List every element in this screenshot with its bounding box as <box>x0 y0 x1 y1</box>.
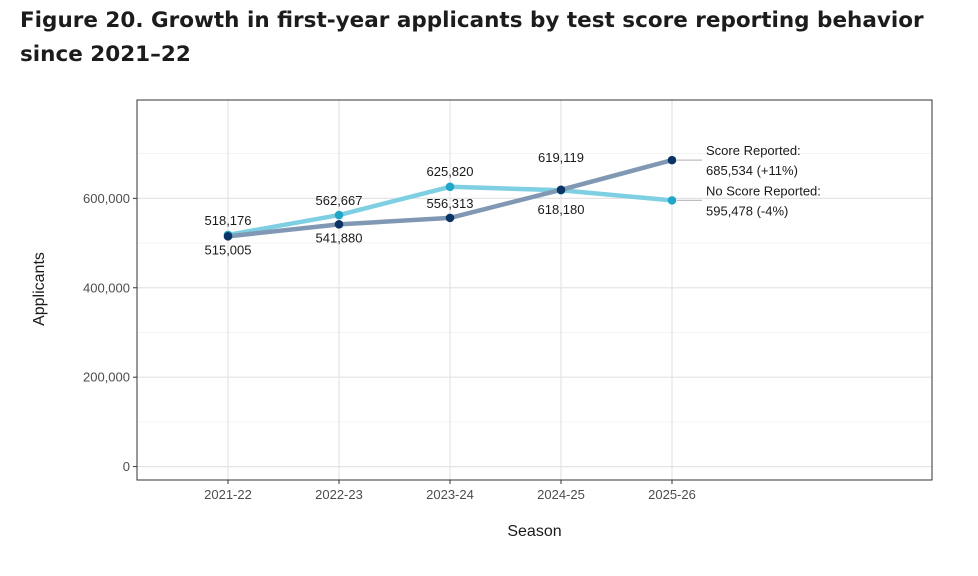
minor-gridlines <box>137 153 932 423</box>
data-label-score-reported: 541,880 <box>316 230 363 245</box>
data-point-score-reported <box>556 185 566 195</box>
end-label-value-no-score-reported: 595,478 (-4%) <box>706 203 788 218</box>
data-point-no-score-reported <box>334 210 344 220</box>
x-tick-label: 2024-25 <box>537 487 585 502</box>
data-label-no-score-reported: 518,176 <box>205 213 252 228</box>
data-point-no-score-reported <box>667 196 677 205</box>
data-point-score-reported <box>334 220 344 229</box>
end-labels: No Score Reported: 595,478 (-4%) Score Rep… <box>677 143 821 218</box>
data-label-no-score-reported: 618,180 <box>538 202 585 217</box>
x-axis: 2021-22 2022-23 2023-24 2024-25 2025-26 <box>204 480 696 502</box>
x-tick-label: 2023-24 <box>426 487 474 502</box>
plot-panel-border <box>136 99 933 481</box>
end-label-value-score-reported: 685,534 (+11%) <box>706 163 798 178</box>
y-tick-label: 400,000 <box>83 280 130 295</box>
data-point-score-reported <box>445 213 455 223</box>
y-axis: 0 200,000 400,000 600,000 <box>83 191 137 474</box>
y-tick-label: 200,000 <box>83 370 130 385</box>
series-points <box>223 155 677 241</box>
major-gridlines <box>137 100 932 480</box>
x-tick-label: 2022-23 <box>315 487 363 502</box>
data-label-score-reported: 619,119 <box>538 150 584 165</box>
x-tick-label: 2025-26 <box>648 487 696 502</box>
y-tick-label: 600,000 <box>83 191 130 206</box>
data-point-score-reported <box>667 155 677 165</box>
figure-title: Figure 20. Growth in first-year applican… <box>20 8 924 67</box>
data-labels: 518,176 562,667 625,820 618,180 515,005 541,8… <box>205 150 585 258</box>
data-label-score-reported: 556,313 <box>427 196 474 211</box>
data-label-no-score-reported: 625,820 <box>427 164 474 179</box>
data-point-score-reported <box>223 232 233 241</box>
end-label-name-no-score-reported: No Score Reported: <box>706 183 821 198</box>
y-tick-label: 0 <box>123 459 130 474</box>
data-label-score-reported: 515,005 <box>205 242 252 257</box>
end-label-name-score-reported: Score Reported: <box>706 143 801 158</box>
data-point-no-score-reported <box>445 182 455 192</box>
data-label-no-score-reported: 562,667 <box>316 193 363 208</box>
x-tick-label: 2021-22 <box>204 487 252 502</box>
y-axis-title: Applicants <box>31 252 48 326</box>
x-axis-title: Season <box>507 523 561 540</box>
